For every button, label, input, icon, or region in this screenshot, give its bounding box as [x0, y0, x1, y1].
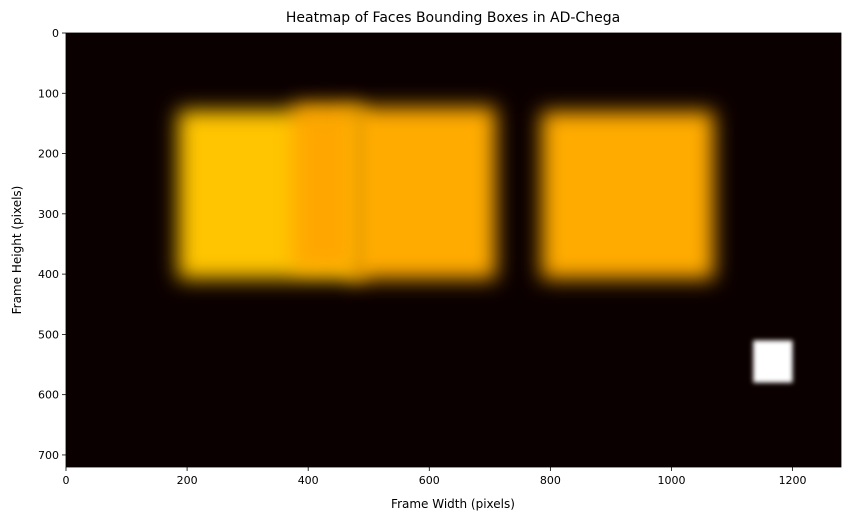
chart-title: Heatmap of Faces Bounding Boxes in AD-Ch…: [286, 10, 620, 26]
x-tick-label: 1200: [779, 474, 807, 487]
heat-region-2: [293, 104, 357, 270]
y-tick-label: 500: [38, 328, 59, 341]
x-tick-label: 0: [63, 474, 70, 487]
x-tick-label: 200: [177, 474, 198, 487]
x-tick-label: 600: [419, 474, 440, 487]
y-tick-label: 300: [38, 208, 59, 221]
x-axis-label: Frame Width (pixels): [391, 497, 515, 511]
y-tick-label: 200: [38, 148, 59, 161]
y-tick-label: 100: [38, 87, 59, 100]
y-tick-label: 700: [38, 449, 59, 462]
heat-region-4: [541, 111, 714, 279]
heat-layer: [178, 104, 793, 383]
x-axis: 0 200 400 600 800 1000 1200: [63, 467, 807, 487]
plot-frame: [65, 32, 842, 468]
y-axis: 0 100 200 300 400 500 600 700: [38, 27, 66, 462]
y-axis-label: Frame Height (pixels): [10, 186, 24, 315]
heat-region-5: [753, 340, 793, 383]
y-tick-label: 0: [52, 27, 59, 40]
y-tick-label: 600: [38, 389, 59, 402]
x-tick-label: 800: [540, 474, 561, 487]
y-tick-label: 400: [38, 268, 59, 281]
x-tick-label: 1000: [657, 474, 685, 487]
heat-region-3: [350, 107, 496, 279]
x-tick-label: 400: [298, 474, 319, 487]
